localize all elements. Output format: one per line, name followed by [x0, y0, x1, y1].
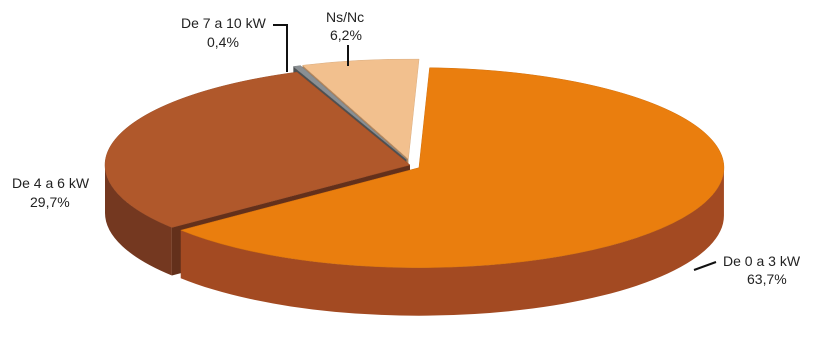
slice-name-label: De 0 a 3 kW [723, 253, 801, 269]
slice-value-label: 63,7% [747, 271, 787, 287]
leader-line-de-0-a-3-kw [693, 261, 717, 271]
slice-value-label: 0,4% [207, 34, 239, 50]
slice-name-label: De 4 a 6 kW [12, 175, 90, 191]
slice-top-de-0-a-3-kw [180, 67, 725, 268]
slice-side-1 [105, 165, 172, 276]
slice-name-label: Ns/Nc [326, 9, 364, 25]
slice-value-label: 29,7% [30, 194, 70, 210]
slice-top-de-4-a-6-kw [104, 71, 411, 228]
slice-label-de-7-a-10-kw: De 7 a 10 kW 0,4% [181, 15, 288, 72]
slice-top-ns-nc [301, 58, 420, 160]
slice-value-label: 6,2% [330, 27, 362, 43]
slice-side-0 [180, 167, 724, 316]
slice-name-label: De 7 a 10 kW [181, 15, 267, 31]
slice-top-de-7-a-10-kw [292, 65, 407, 160]
leader-line-de-7-a-10-kw [273, 24, 288, 72]
slice-label-de-4-a-6-kw: De 4 a 6 kW 29,7% [12, 175, 90, 210]
slice-label-ns-nc: Ns/Nc 6,2% [326, 9, 364, 66]
slice-label-de-0-a-3-kw: De 0 a 3 kW 63,7% [693, 253, 801, 287]
pie-tops [104, 58, 725, 268]
